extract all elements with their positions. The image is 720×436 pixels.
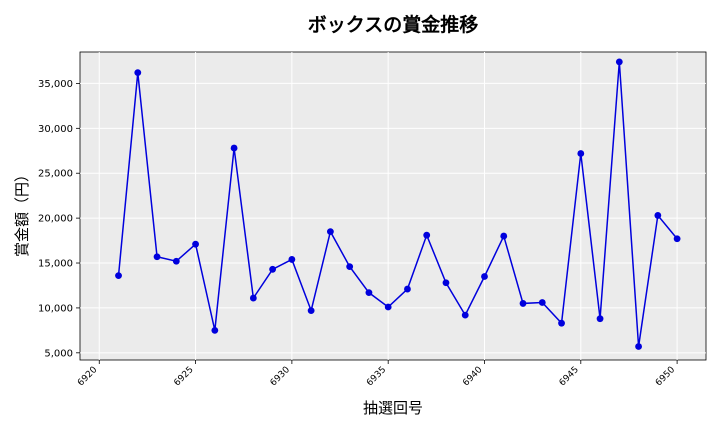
data-point: [384, 303, 392, 311]
data-point: [538, 299, 546, 306]
y-tick-label: 5,000: [44, 348, 73, 359]
data-point: [519, 300, 527, 307]
x-axis: 6920 6925 6930 6935 6940 6945 6950: [76, 360, 678, 388]
data-point: [307, 307, 315, 315]
y-tick-label: 30,000: [38, 124, 73, 135]
data-point: [442, 279, 450, 287]
data-point: [134, 69, 142, 77]
x-tick-label: 6925: [172, 365, 195, 388]
x-tick-label: 6950: [654, 365, 677, 388]
plot-area: [79, 51, 707, 361]
data-point: [404, 285, 411, 293]
y-tick-label: 25,000: [38, 169, 73, 180]
series-line: [117, 61, 678, 347]
y-axis-label: 賞金額（円）: [13, 167, 31, 257]
y-tick-label: 15,000: [38, 259, 73, 270]
data-point: [115, 272, 122, 279]
data-point: [635, 343, 642, 350]
data-point: [365, 289, 373, 297]
data-point: [673, 235, 681, 243]
y-tick-label: 10,000: [38, 303, 73, 314]
data-point: [153, 253, 161, 261]
data-point: [269, 265, 277, 273]
chart-title: ボックスの賞金推移: [308, 13, 478, 36]
data-point: [423, 231, 431, 239]
x-tick-label: 6940: [461, 365, 484, 388]
series-line-group: [117, 61, 678, 347]
x-tick-label: 6930: [269, 365, 292, 388]
data-point: [192, 240, 199, 248]
data-point: [230, 144, 238, 152]
data-point: [327, 228, 334, 235]
data-point: [288, 256, 296, 263]
data-point: [654, 212, 662, 219]
y-tick-label: 20,000: [38, 214, 73, 225]
data-point: [615, 58, 623, 66]
data-point: [172, 257, 180, 265]
x-axis-label: 抽選回号: [363, 399, 423, 417]
data-point: [461, 311, 469, 319]
data-point: [577, 150, 585, 157]
data-points: [115, 58, 681, 350]
data-point: [481, 273, 488, 280]
data-point: [211, 326, 219, 334]
grid-lines: [80, 52, 706, 360]
y-tick-label: 35,000: [38, 79, 73, 90]
data-point: [596, 315, 604, 323]
data-point: [249, 294, 257, 302]
data-point: [558, 319, 565, 327]
y-axis: 5,000 10,000 15,000 20,000 25,000 30,000 35,00…: [38, 79, 80, 359]
data-point: [346, 263, 354, 271]
x-tick-label: 6945: [558, 365, 581, 388]
data-point: [500, 232, 508, 240]
x-tick-label: 6935: [365, 365, 388, 388]
x-tick-label: 6920: [76, 365, 99, 388]
